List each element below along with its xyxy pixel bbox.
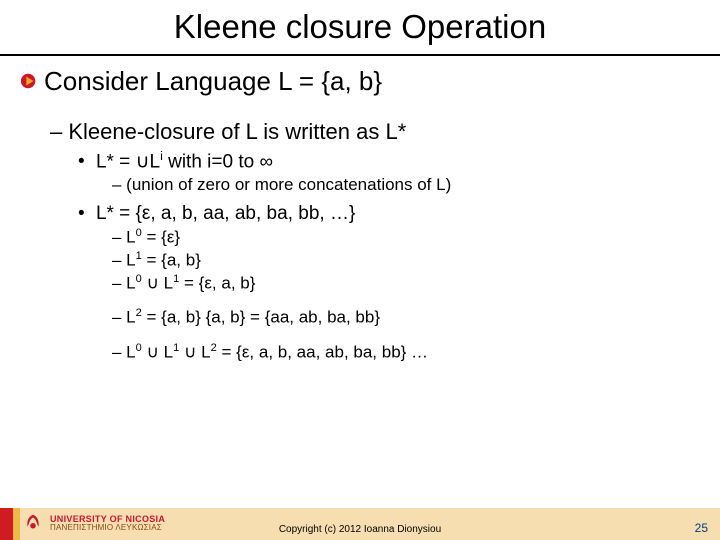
bullet-level3: • L* = {ε, a, b, aa, ab, ba, bb, …} (78, 203, 700, 225)
bullet-level4: – L2 = {a, b} {a, b} = {aa, ab, ba, bb} (112, 307, 700, 328)
txt: ∪ L (142, 343, 173, 362)
arrow-right-icon (20, 72, 38, 90)
level1-text: Consider Language L = {a, b} (44, 66, 382, 97)
copyright-text: Copyright (c) 2012 Ioanna Dionysiou (279, 524, 441, 535)
bullet-level4: – L1 = {a, b} (112, 250, 700, 271)
txt: = {ε, a, b, aa, ab, ba, bb} … (217, 343, 428, 362)
txt: ∪ L (142, 273, 173, 292)
txt: – L (112, 251, 136, 270)
content-area: Consider Language L = {a, b} – Kleene-cl… (0, 56, 720, 363)
slide-title: Kleene closure Operation (174, 8, 546, 46)
laurel-icon (22, 512, 44, 534)
university-logo: UNIVERSITY OF NICOSIA ΠΑΝΕΠΙΣΤΗΜΙΟ ΛΕΥΚΩ… (22, 512, 165, 534)
txt: – L (112, 228, 136, 247)
bullet-level4: – (union of zero or more concatenations … (112, 175, 700, 195)
l3-text: L* = {ε, a, b, aa, ab, ba, bb, …} (96, 203, 355, 224)
logo-text: UNIVERSITY OF NICOSIA ΠΑΝΕΠΙΣΤΗΜΙΟ ΛΕΥΚΩ… (50, 515, 165, 532)
l3-text-pre: L* = (96, 151, 136, 172)
l3-text-mid: L (149, 151, 160, 172)
bullet-level3: • L* = ∪Li with i=0 to ∞ (78, 149, 700, 173)
txt: = {a, b} (142, 251, 201, 270)
l3-text-post: with i=0 to (163, 151, 260, 172)
infinity-icon: ∞ (259, 151, 273, 172)
bullet-level1: Consider Language L = {a, b} (20, 66, 700, 97)
txt: ∪ L (179, 343, 210, 362)
bullet-level4: – L0 ∪ L1 ∪ L2 = {ε, a, b, aa, ab, ba, b… (112, 342, 700, 363)
title-bar: Kleene closure Operation (0, 0, 720, 56)
txt: – L (112, 343, 136, 362)
bullet-level4: – L0 ∪ L1 = {ε, a, b} (112, 273, 700, 294)
txt: = {ε} (142, 228, 180, 247)
page-number: 25 (695, 521, 708, 535)
bullet-dot-icon: • (78, 203, 85, 224)
txt: – L (112, 308, 136, 327)
bullet-level2: – Kleene-closure of L is written as L* (50, 119, 700, 145)
txt: – L (112, 273, 136, 292)
bullet-dot-icon: • (78, 151, 85, 172)
union-icon: ∪ (136, 151, 150, 172)
footer-accent (0, 508, 20, 540)
txt: = {a, b} {a, b} = {aa, ab, ba, bb} (142, 308, 380, 327)
bullet-level4: – L0 = {ε} (112, 227, 700, 248)
logo-line2: ΠΑΝΕΠΙΣΤΗΜΙΟ ΛΕΥΚΩΣΙΑΣ (50, 524, 165, 532)
txt: = {ε, a, b} (179, 273, 255, 292)
